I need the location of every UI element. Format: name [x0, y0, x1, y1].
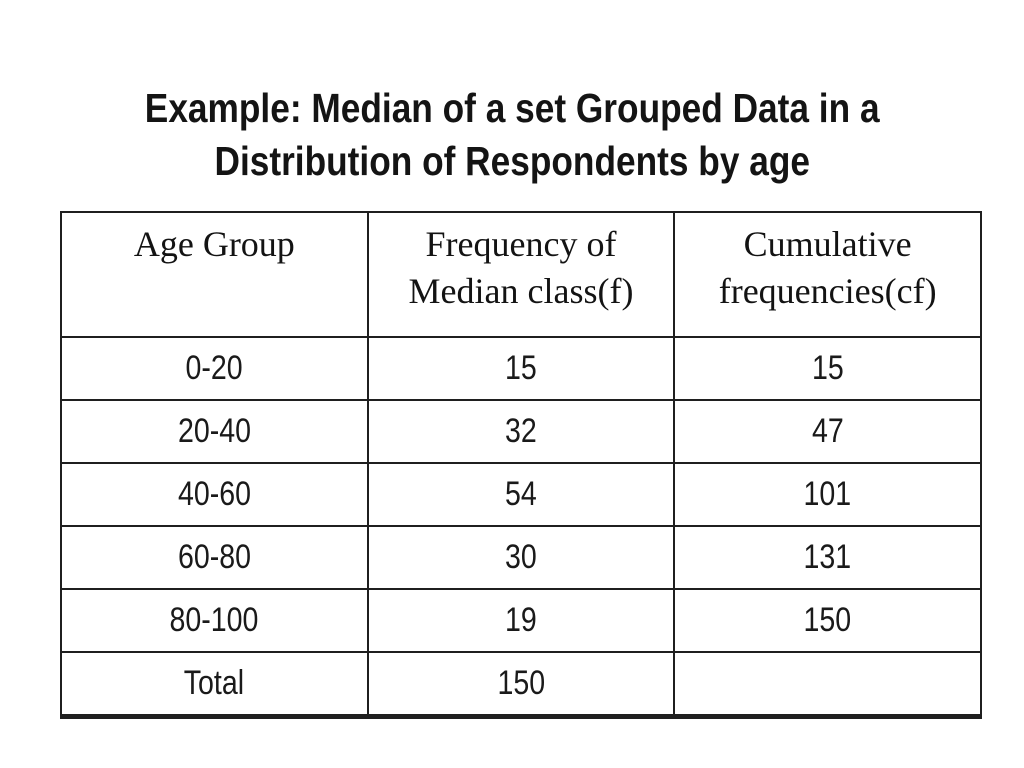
- table-cell: 15: [673, 336, 982, 401]
- cell-value: 15: [811, 349, 844, 387]
- cell-value: 20-40: [177, 412, 251, 450]
- cell-value: 131: [803, 538, 852, 576]
- table-row-total: Total 150: [60, 651, 982, 718]
- cell-value: 150: [497, 664, 545, 702]
- cell-value: 80-100: [169, 601, 259, 639]
- table-cell: 101: [673, 462, 982, 527]
- table-cell: 32: [366, 399, 676, 464]
- cell-value: 60-80: [177, 538, 251, 576]
- table-cell: 40-60: [60, 462, 369, 527]
- table-header-row: Age Group Frequency of Median class(f) C…: [60, 211, 982, 338]
- cell-value: 32: [505, 412, 537, 450]
- column-header-age-group: Age Group: [60, 211, 369, 338]
- slide-title-line-1: Example: Median of a set Grouped Data in…: [144, 85, 880, 131]
- table-cell: 19: [366, 588, 676, 653]
- cell-value: 54: [505, 475, 537, 513]
- cell-value: 150: [803, 601, 852, 639]
- column-header-cumulative: Cumulative frequencies(cf): [673, 211, 982, 338]
- slide-title-line-2: Distribution of Respondents by age: [214, 138, 810, 184]
- table-cell: Total: [60, 651, 369, 718]
- table-cell: 54: [366, 462, 676, 527]
- table-cell: 60-80: [60, 525, 369, 590]
- table-cell: [673, 651, 982, 718]
- table-row: 0-20 15 15: [60, 336, 982, 401]
- table-body: 0-20 15 15 20-40 32 47 40-60 54 101 60-8…: [60, 336, 982, 718]
- cell-value: Total: [184, 664, 245, 702]
- cell-value: 101: [803, 475, 852, 513]
- table-row: 20-40 32 47: [60, 399, 982, 464]
- table-cell: 131: [673, 525, 982, 590]
- table-cell: 30: [366, 525, 676, 590]
- cell-value: 40-60: [177, 475, 251, 513]
- column-header-frequency: Frequency of Median class(f): [366, 211, 676, 338]
- table-cell: 150: [673, 588, 982, 653]
- table-cell: 150: [366, 651, 676, 718]
- table-cell: 15: [366, 336, 676, 401]
- slide-title: Example: Median of a set Grouped Data in…: [0, 82, 1024, 188]
- table-cell: 80-100: [60, 588, 369, 653]
- cell-value: 0-20: [185, 349, 243, 387]
- table-row: 80-100 19 150: [60, 588, 982, 653]
- cell-value: 19: [505, 601, 537, 639]
- table-row: 60-80 30 131: [60, 525, 982, 590]
- table-header: Age Group Frequency of Median class(f) C…: [60, 211, 982, 338]
- table-cell: 20-40: [60, 399, 369, 464]
- frequency-table: Age Group Frequency of Median class(f) C…: [60, 211, 982, 719]
- table-cell: 0-20: [60, 336, 369, 401]
- table-row: 40-60 54 101: [60, 462, 982, 527]
- cell-value: 30: [505, 538, 537, 576]
- table-cell: 47: [673, 399, 982, 464]
- cell-value: 47: [811, 412, 844, 450]
- cell-value: 15: [505, 349, 537, 387]
